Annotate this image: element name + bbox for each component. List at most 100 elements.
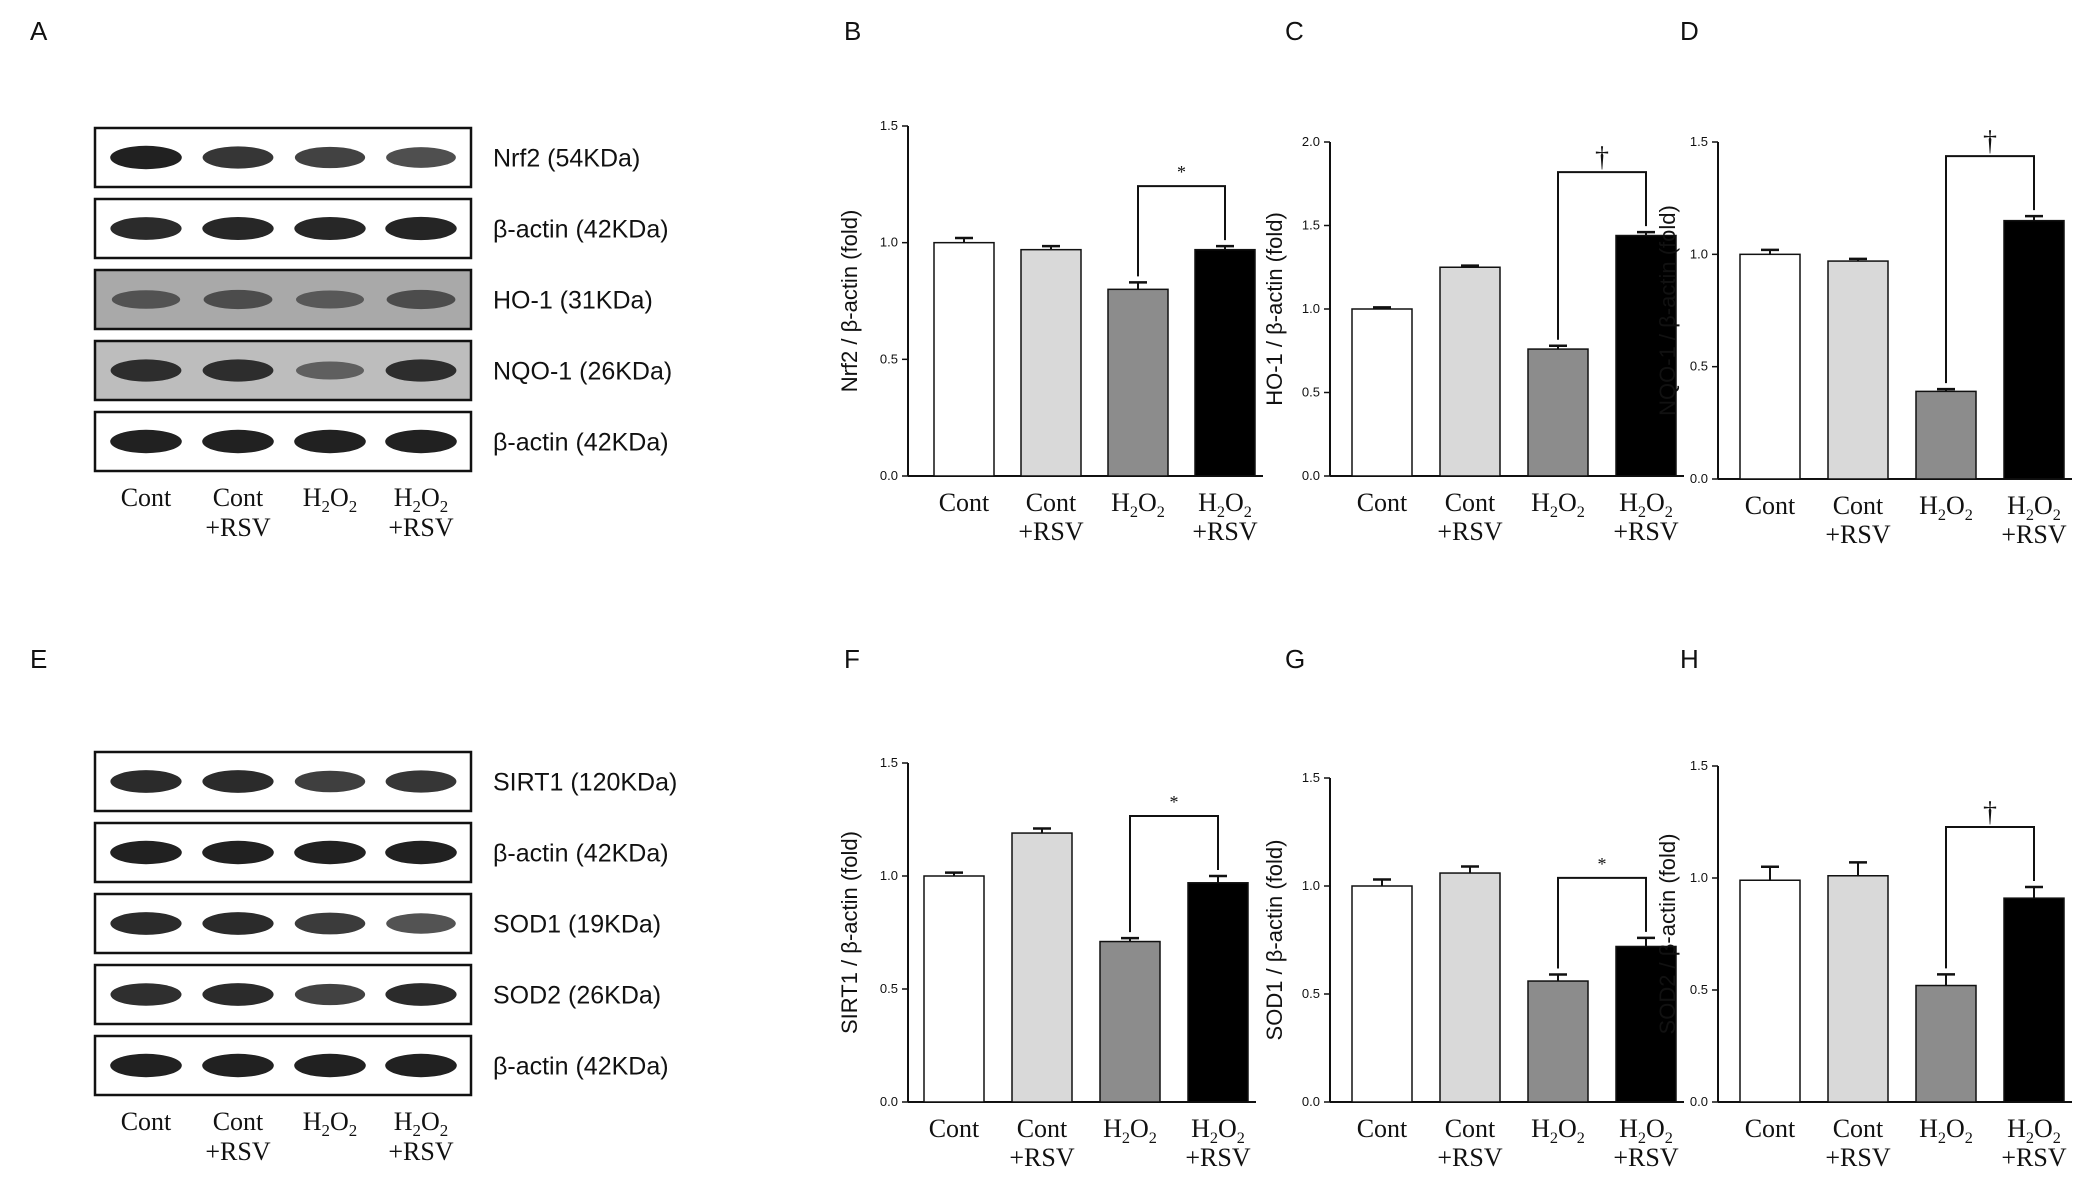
y-axis-title: NQO-1 / β-actin (fold) (1655, 205, 1680, 416)
blot-band (110, 983, 182, 1006)
panel-letter-e: E (30, 644, 47, 674)
blot-band (202, 429, 274, 454)
x-category-label: H2O2+RSV (1192, 488, 1257, 546)
x-category-label: H2O2 (1103, 1114, 1157, 1147)
condition-label: H2O2 (1198, 488, 1252, 521)
condition-label: H2O2 (303, 1107, 357, 1140)
condition-main: H (2007, 491, 2026, 520)
western-blot-bottom: SIRT1 (120KDa) β-actin (42KDa) SOD1 (19KDa… (93, 750, 677, 1166)
y-tick-label: 0.0 (880, 1094, 898, 1109)
bar (1099, 940, 1161, 1103)
y-tick-label: 1.5 (880, 755, 898, 770)
blot-band (296, 290, 364, 309)
condition-main2: O (1646, 1114, 1665, 1143)
blot-band (386, 289, 456, 310)
condition-label-line2: +RSV (1192, 517, 1257, 546)
y-tick-label: 2.0 (1302, 134, 1320, 149)
x-category-label: H2O2 (1111, 488, 1165, 521)
blot-band (203, 289, 273, 310)
blot-label: NQO-1 (26KDa) (493, 358, 672, 386)
significance-mark: † (1983, 126, 1997, 157)
blot-band (202, 359, 274, 382)
x-category-label: H2O2 (1531, 1114, 1585, 1147)
condition-label-line2: +RSV (2001, 520, 2066, 549)
condition-label: Cont (929, 1114, 980, 1143)
y-tick-label: 1.5 (1690, 134, 1708, 149)
bar (1351, 308, 1413, 477)
x-category-label: H2O2 (1531, 488, 1585, 521)
condition-main: H (2007, 1114, 2026, 1143)
blot-lane-label: Cont (121, 483, 172, 512)
blot-band (386, 147, 456, 168)
significance-bracket (1557, 876, 1647, 969)
blot-row: β-actin (42KDa) (93, 197, 669, 260)
y-tick-label: 0.0 (1302, 468, 1320, 483)
panel-letter-g: G (1285, 644, 1305, 674)
significance-mark: * (1170, 792, 1179, 812)
condition-main2: O (1218, 1114, 1237, 1143)
x-category-label: Cont (1745, 1114, 1796, 1143)
condition-subscript: 2 (413, 497, 421, 516)
blot-band (110, 770, 182, 793)
bar (933, 241, 995, 477)
blot-band (202, 770, 274, 793)
blot-row: HO-1 (31KDa) (93, 268, 653, 331)
condition-main: H (1531, 488, 1550, 517)
y-tick-label: 1.0 (880, 235, 898, 250)
bar (923, 875, 985, 1103)
condition-main: H (1198, 488, 1217, 517)
bar (2003, 219, 2065, 480)
blot-row: SIRT1 (120KDa) (93, 750, 677, 813)
condition-label: H2O2 (2007, 1114, 2061, 1147)
blot-band (110, 217, 182, 240)
bar (1187, 882, 1249, 1103)
blot-band (202, 840, 274, 865)
panel-letter-c: C (1285, 16, 1304, 46)
y-tick-label: 0.5 (1690, 982, 1708, 997)
condition-label-line2: +RSV (1613, 1143, 1678, 1172)
y-tick-label: 1.5 (1690, 758, 1708, 773)
blot-row: SOD1 (19KDa) (93, 892, 661, 955)
x-category-label: H2O2+RSV (1613, 1114, 1678, 1172)
y-tick-label: 1.5 (1302, 770, 1320, 785)
blot-band (110, 840, 182, 865)
blot-row: SOD2 (26KDa) (93, 963, 661, 1026)
condition-label-line2: +RSV (1185, 1143, 1250, 1172)
panel-letter-f: F (844, 644, 860, 674)
y-axis-title: Nrf2 / β-actin (fold) (837, 210, 862, 393)
bar (1615, 234, 1677, 477)
condition-main2: O (1138, 488, 1157, 517)
condition-subscript: 2 (1217, 503, 1225, 521)
condition-main2: O (2034, 491, 2053, 520)
blot-label: SOD2 (26KDa) (493, 982, 661, 1010)
significance-bracket (1945, 155, 2035, 384)
y-tick-label: 1.0 (1302, 301, 1320, 316)
x-category-label: H2O2 (1919, 491, 1973, 524)
significance-bracket (1137, 185, 1226, 277)
condition-subscript: 2 (1938, 506, 1946, 524)
condition-label: H2O2 (2007, 491, 2061, 524)
condition-subscript2: 2 (1157, 503, 1165, 521)
condition-subscript: 2 (1638, 503, 1646, 521)
condition-subscript2: 2 (1965, 506, 1973, 524)
x-category-label: Cont (1745, 491, 1796, 520)
condition-main2: O (1646, 488, 1665, 517)
x-category-label: Cont (1357, 1114, 1408, 1143)
condition-subscript2: 2 (440, 497, 448, 516)
y-tick-label: 0.0 (1690, 471, 1708, 486)
condition-label-line2: +RSV (1018, 517, 1083, 546)
condition-label: Cont (121, 483, 172, 512)
condition-label: Cont (1445, 488, 1496, 517)
condition-subscript2: 2 (1577, 1129, 1585, 1147)
condition-subscript2: 2 (2053, 1129, 2061, 1147)
y-tick-label: 0.5 (880, 351, 898, 366)
bar (2003, 897, 2065, 1103)
condition-label-line2: +RSV (1009, 1143, 1074, 1172)
x-category-label: H2O2+RSV (1185, 1114, 1250, 1172)
blot-band (110, 1053, 182, 1078)
blot-lane-label: H2O2+RSV (388, 1107, 453, 1166)
condition-main2: O (1946, 491, 1965, 520)
